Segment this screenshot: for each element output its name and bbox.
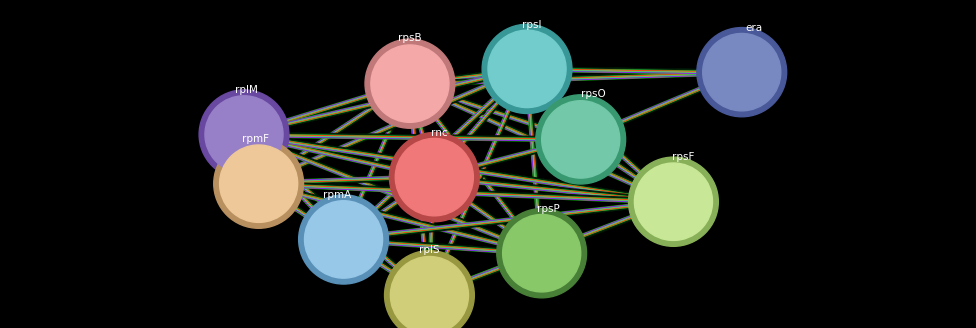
Ellipse shape (199, 90, 289, 179)
Text: rplS: rplS (419, 245, 440, 255)
Text: era: era (745, 23, 762, 33)
Text: rpsO: rpsO (581, 89, 606, 99)
Ellipse shape (220, 145, 298, 222)
Ellipse shape (395, 138, 473, 216)
Ellipse shape (634, 163, 712, 240)
Ellipse shape (385, 251, 474, 328)
Ellipse shape (299, 195, 388, 284)
Ellipse shape (214, 139, 304, 228)
Text: rnc: rnc (430, 128, 448, 138)
Ellipse shape (365, 39, 455, 128)
Ellipse shape (488, 30, 566, 108)
Ellipse shape (482, 24, 572, 113)
Text: rpsI: rpsI (522, 20, 542, 30)
Ellipse shape (390, 256, 468, 328)
Ellipse shape (371, 45, 449, 122)
Ellipse shape (503, 215, 581, 292)
Ellipse shape (629, 157, 718, 246)
Text: rpmF: rpmF (242, 134, 269, 144)
Ellipse shape (697, 28, 787, 117)
Ellipse shape (305, 201, 383, 278)
Text: rpsB: rpsB (398, 33, 422, 43)
Ellipse shape (542, 101, 620, 178)
Ellipse shape (205, 96, 283, 173)
Text: rpmA: rpmA (323, 190, 350, 200)
Ellipse shape (703, 33, 781, 111)
Ellipse shape (536, 95, 626, 184)
Ellipse shape (497, 209, 587, 298)
Ellipse shape (389, 133, 479, 222)
Text: rplM: rplM (234, 85, 258, 95)
Text: rpsP: rpsP (537, 204, 560, 214)
Text: rpsF: rpsF (672, 153, 694, 162)
